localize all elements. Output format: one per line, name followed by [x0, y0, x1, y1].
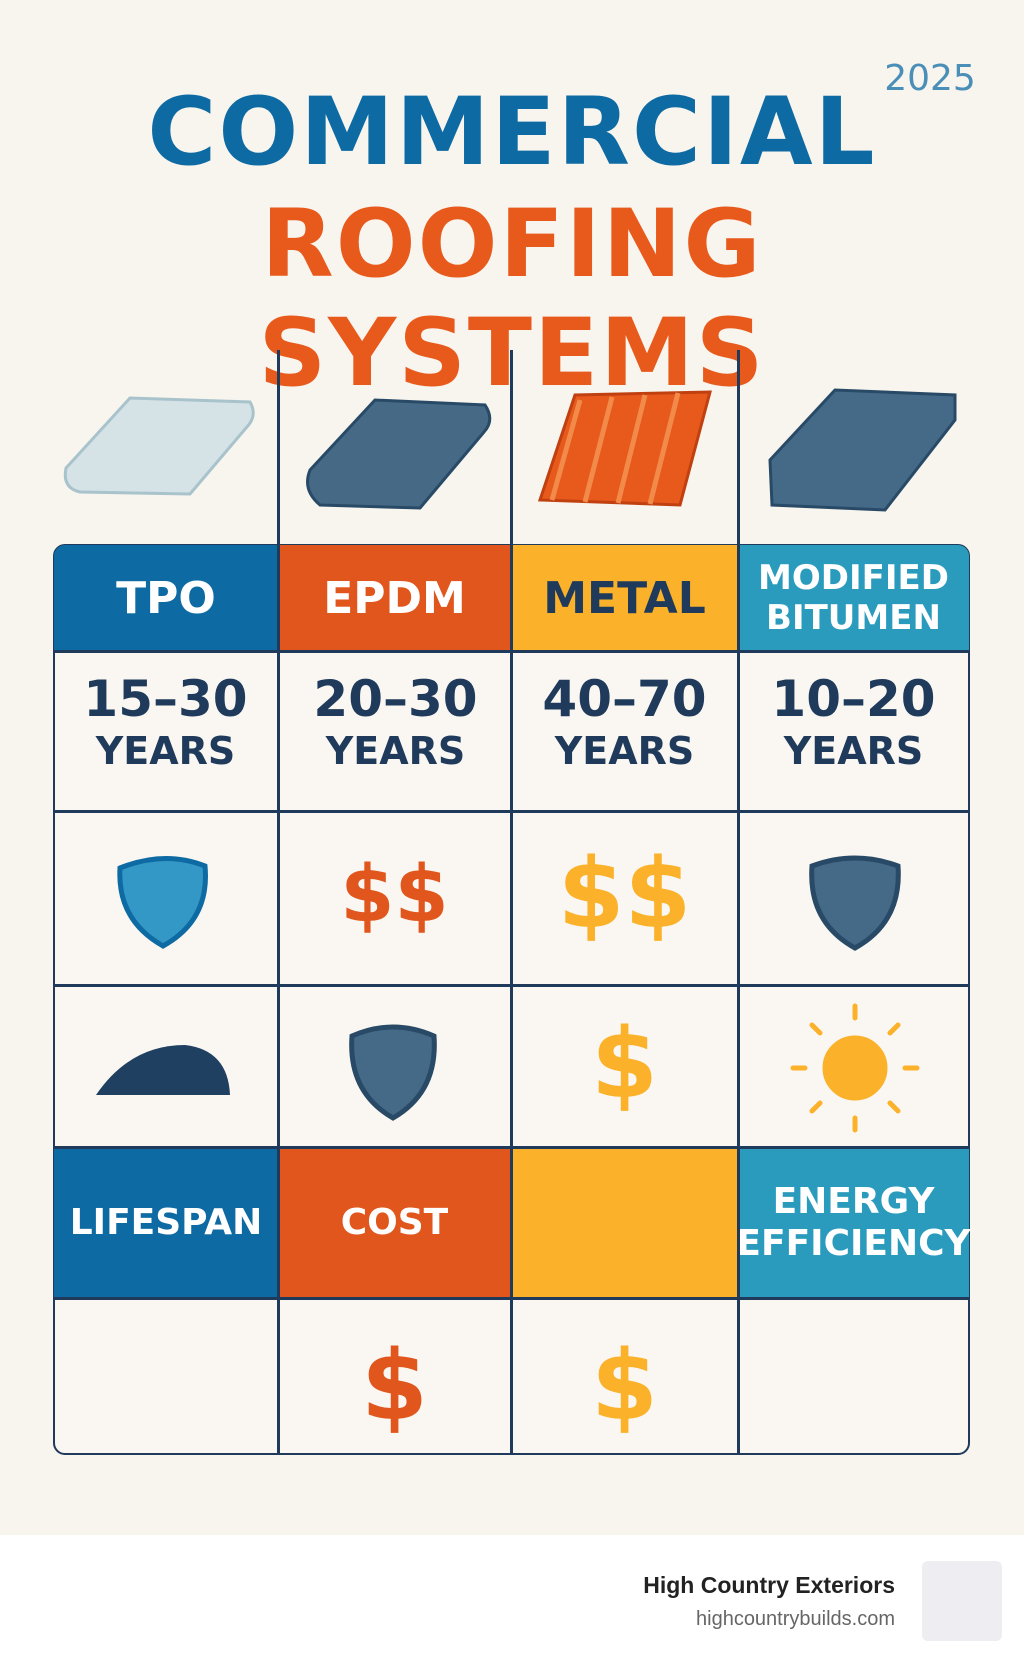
footer	[0, 1535, 1024, 1666]
cost-symbol: $	[361, 1330, 428, 1442]
shield-icon	[117, 856, 208, 949]
label-cell	[511, 1147, 738, 1298]
divider	[53, 810, 970, 813]
divider	[737, 350, 740, 1453]
tpo-sheet	[63, 396, 255, 496]
year: 2025	[884, 58, 976, 99]
title-line1: COMMERCIAL	[147, 78, 877, 187]
lifespan-unit: YEARS	[325, 729, 466, 773]
divider	[53, 1297, 970, 1300]
column-header: TPO	[54, 545, 278, 651]
row-label: ENERGY EFFICIENCY	[736, 1147, 971, 1298]
sun-icon	[790, 1003, 920, 1133]
bitumen-board	[768, 388, 957, 512]
logo	[922, 1561, 1002, 1641]
divider	[53, 1146, 970, 1149]
epdm-sheet	[306, 398, 492, 510]
column-header: MODIFIED BITUMEN	[738, 545, 969, 651]
row-label: LIFESPAN	[54, 1147, 278, 1298]
cost-symbol: $	[591, 1330, 658, 1442]
membrane-icon	[96, 1045, 230, 1095]
lifespan-range: 20–30	[313, 670, 478, 728]
shield-icon	[809, 855, 901, 951]
lifespan-unit: YEARS	[554, 729, 695, 773]
divider	[53, 650, 970, 653]
metal-panel	[537, 390, 712, 507]
cost-symbol: $	[591, 1008, 658, 1120]
divider	[53, 984, 970, 987]
column-header: METAL	[511, 545, 738, 651]
lifespan: 10–20 YEARS	[741, 670, 966, 774]
divider	[277, 350, 280, 1453]
title-line2: ROOFING SYSTEMS	[258, 190, 766, 408]
lifespan: 20–30 YEARS	[283, 670, 508, 774]
lifespan-range: 40–70	[542, 670, 707, 728]
row-label: COST	[278, 1147, 511, 1298]
lifespan: 40–70 YEARS	[512, 670, 737, 774]
illustrations	[63, 388, 957, 1133]
lifespan-range: 10–20	[771, 670, 936, 728]
lifespan: 15–30 YEARS	[53, 670, 278, 774]
cost-symbol: $$	[340, 850, 449, 940]
lifespan-range: 15–30	[83, 670, 248, 728]
brand: High Country Exteriors	[643, 1572, 895, 1598]
cost-symbol: $$	[557, 838, 692, 950]
url[interactable]: highcountrybuilds.com	[696, 1608, 895, 1630]
lifespan-unit: YEARS	[95, 729, 236, 773]
divider	[510, 350, 513, 1453]
shield-icon	[349, 1024, 437, 1121]
lifespan-unit: YEARS	[783, 729, 924, 773]
column-header: EPDM	[278, 545, 511, 651]
